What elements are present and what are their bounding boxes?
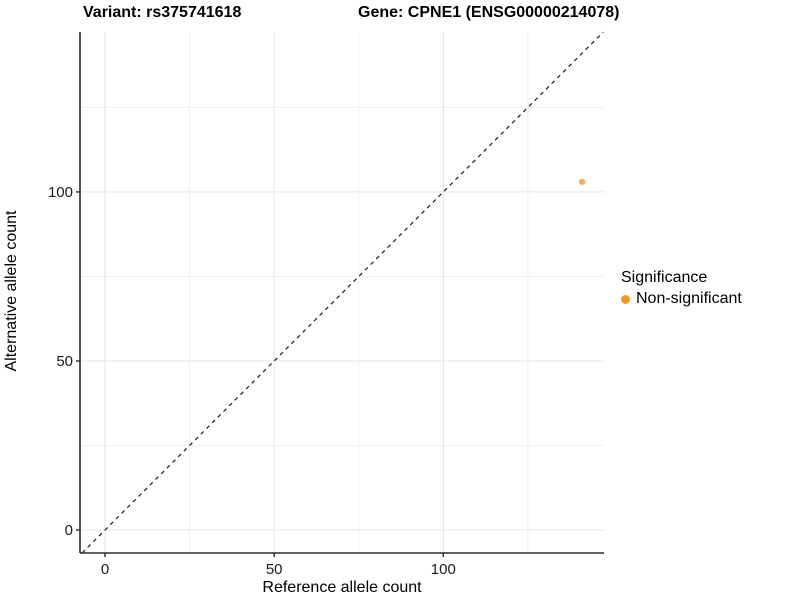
- data-point: [578, 178, 586, 185]
- legend-point-icon: [621, 294, 630, 304]
- x-tick-label: 0: [101, 561, 109, 578]
- y-tick-label: 100: [48, 184, 73, 201]
- legend-entry: Non-significant: [621, 290, 742, 308]
- y-tick-label: 50: [56, 353, 73, 370]
- identity-line: [81, 31, 604, 554]
- variant-title: Variant: rs375741618: [83, 4, 242, 21]
- legend: Significance Non-significant: [621, 269, 742, 308]
- y-tick-label: 0: [65, 522, 73, 539]
- x-tick-label: 50: [266, 561, 283, 578]
- x-axis-title: Reference allele count: [262, 579, 422, 596]
- legend-title: Significance: [621, 269, 708, 286]
- y-axis-title: Alternative allele count: [3, 210, 20, 372]
- x-tick-label: 100: [431, 561, 456, 578]
- legend-entry-label: Non-significant: [636, 290, 742, 307]
- gene-title: Gene: CPNE1 (ENSG00000214078): [358, 4, 620, 21]
